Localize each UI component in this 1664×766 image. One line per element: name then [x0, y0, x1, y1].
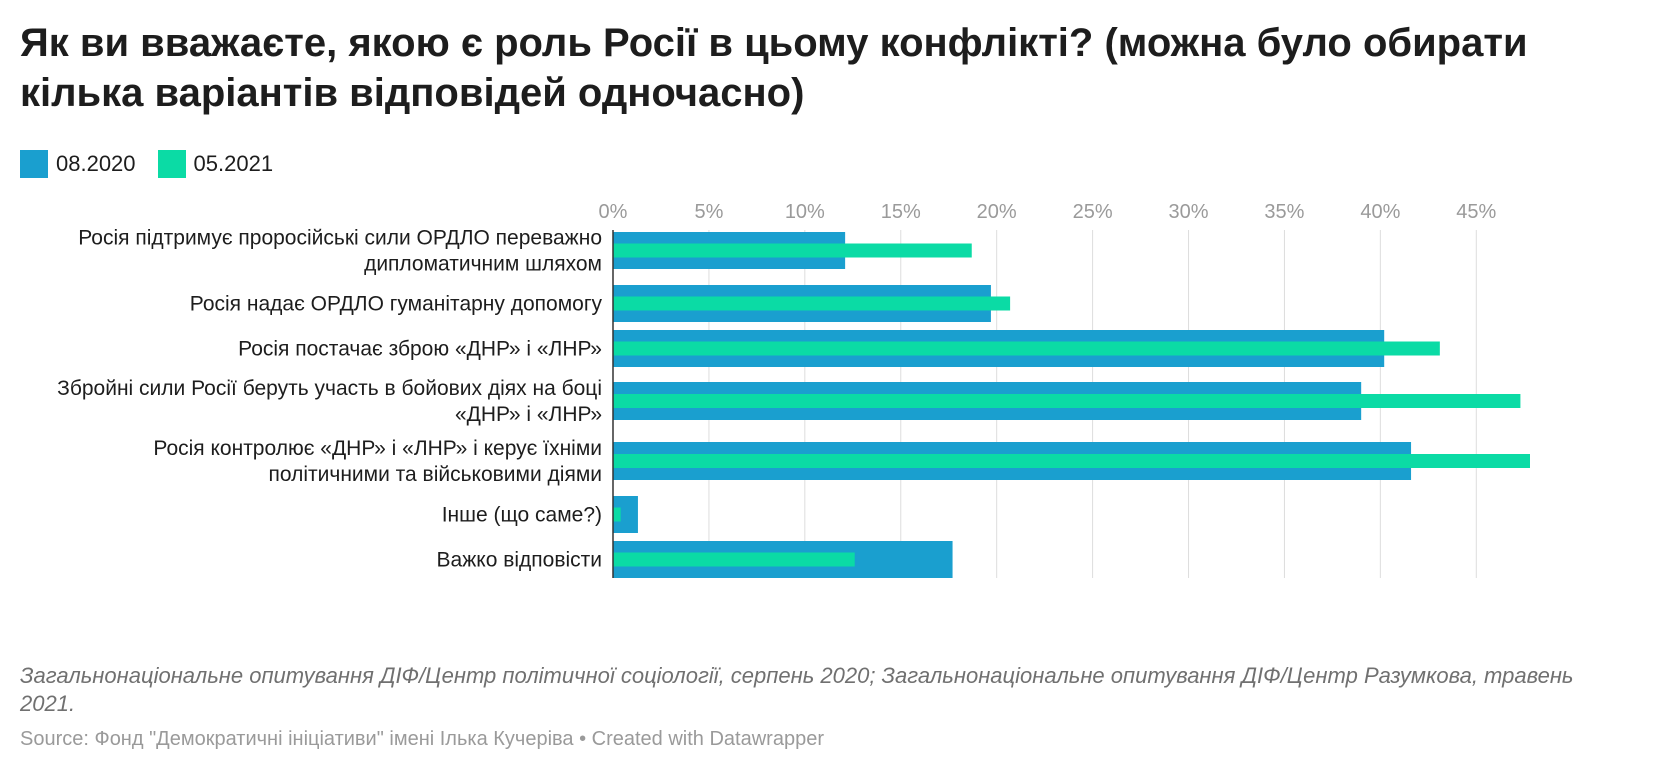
x-tick-label: 5%	[694, 201, 723, 223]
category-label: політичними та військовими діями	[269, 463, 602, 486]
x-tick-label: 10%	[785, 201, 825, 223]
x-tick-label: 25%	[1073, 201, 1113, 223]
legend-label-2021: 05.2021	[193, 151, 274, 176]
category-label: Збройні сили Росії беруть участь в бойов…	[57, 377, 602, 400]
category-label: Росія постачає зброю «ДНР» і «ЛНР»	[238, 338, 602, 361]
bar-2021	[613, 243, 972, 258]
legend-item-2020: 08.2020	[20, 150, 136, 178]
source-footer: Source: Фонд "Демократичні ініціативи" і…	[20, 728, 824, 750]
chart-title: Як ви вважаєте, якою є роль Росії в цьом…	[20, 21, 1528, 115]
legend-item-2021: 05.2021	[157, 150, 274, 178]
legend-swatch-2020	[20, 150, 48, 178]
category-label: дипломатичним шляхом	[364, 253, 602, 276]
bar-chart: 0% 5% 10% 15% 20% 25% 30% 35% 40% 45% Росія підтри…	[57, 201, 1530, 578]
category-label: Інше (що саме?)	[442, 504, 602, 527]
x-tick-label: 20%	[977, 201, 1017, 223]
category-label: Важко відповісти	[437, 549, 602, 572]
x-tick-label: 0%	[599, 201, 628, 223]
x-tick-label: 40%	[1360, 201, 1400, 223]
bar-2021	[613, 454, 1530, 468]
category-label: «ДНР» і «ЛНР»	[455, 403, 602, 426]
bar-2021	[613, 341, 1440, 356]
legend-swatch-2021	[157, 150, 186, 178]
category-label: Росія підтримує проросійські сили ОРДЛО …	[78, 227, 602, 250]
bar-2021	[613, 296, 1011, 311]
x-tick-label: 35%	[1264, 201, 1304, 223]
category-label: Росія контролює «ДНР» і «ЛНР» і керує їх…	[153, 437, 602, 460]
x-tick-label: 30%	[1169, 201, 1209, 223]
x-tick-label: 15%	[881, 201, 921, 223]
x-tick-label: 45%	[1456, 201, 1496, 223]
bar-2021	[613, 507, 621, 522]
chart-notes: Загальнонаціональне опитування ДІФ/Центр…	[20, 663, 1574, 716]
bar-2021	[613, 394, 1521, 408]
legend: 08.2020 05.2021	[20, 150, 295, 178]
legend-label-2020: 08.2020	[56, 151, 136, 176]
category-label: Росія надає ОРДЛО гуманітарну допомогу	[190, 293, 603, 316]
bar-2021	[613, 552, 855, 567]
